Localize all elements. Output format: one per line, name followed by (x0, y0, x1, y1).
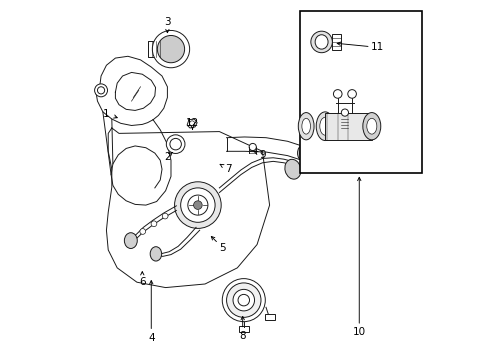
Bar (332, 34, 341, 50)
Ellipse shape (238, 294, 249, 306)
Text: 1: 1 (103, 109, 109, 119)
Text: 6: 6 (139, 277, 145, 287)
Ellipse shape (180, 188, 215, 222)
Ellipse shape (298, 113, 313, 140)
Ellipse shape (233, 289, 254, 311)
Ellipse shape (301, 118, 310, 134)
Ellipse shape (316, 112, 333, 140)
Text: 2: 2 (164, 152, 170, 162)
Ellipse shape (162, 213, 168, 219)
Bar (325, 113, 371, 140)
Ellipse shape (347, 90, 356, 98)
Ellipse shape (341, 109, 348, 116)
Bar (265, 314, 275, 320)
Ellipse shape (157, 36, 184, 63)
Text: 7: 7 (224, 164, 231, 174)
Ellipse shape (166, 135, 184, 153)
Text: 3: 3 (164, 17, 170, 27)
Ellipse shape (285, 159, 300, 179)
Bar (300, 12, 421, 173)
Bar (238, 326, 248, 332)
Ellipse shape (169, 138, 181, 150)
Ellipse shape (189, 121, 194, 126)
Ellipse shape (97, 87, 104, 94)
Ellipse shape (333, 90, 341, 98)
Ellipse shape (226, 283, 261, 318)
Ellipse shape (362, 113, 380, 140)
Text: 10: 10 (352, 327, 365, 337)
Ellipse shape (310, 31, 332, 53)
Ellipse shape (124, 233, 137, 248)
Text: 8: 8 (239, 331, 245, 341)
Ellipse shape (249, 143, 256, 150)
Ellipse shape (222, 279, 265, 321)
Ellipse shape (187, 195, 207, 215)
Text: 11: 11 (370, 42, 383, 52)
Ellipse shape (366, 118, 376, 134)
Ellipse shape (94, 84, 107, 97)
Ellipse shape (140, 229, 145, 234)
Ellipse shape (193, 201, 202, 210)
Text: 5: 5 (219, 243, 226, 253)
Ellipse shape (151, 221, 157, 226)
Text: 4: 4 (148, 333, 154, 343)
Text: 9: 9 (259, 150, 265, 160)
Ellipse shape (150, 247, 162, 261)
Text: 12: 12 (185, 118, 199, 128)
FancyBboxPatch shape (147, 41, 164, 57)
Ellipse shape (319, 117, 330, 135)
Ellipse shape (297, 146, 305, 160)
Ellipse shape (174, 182, 221, 228)
Ellipse shape (314, 35, 327, 49)
Ellipse shape (152, 31, 189, 68)
